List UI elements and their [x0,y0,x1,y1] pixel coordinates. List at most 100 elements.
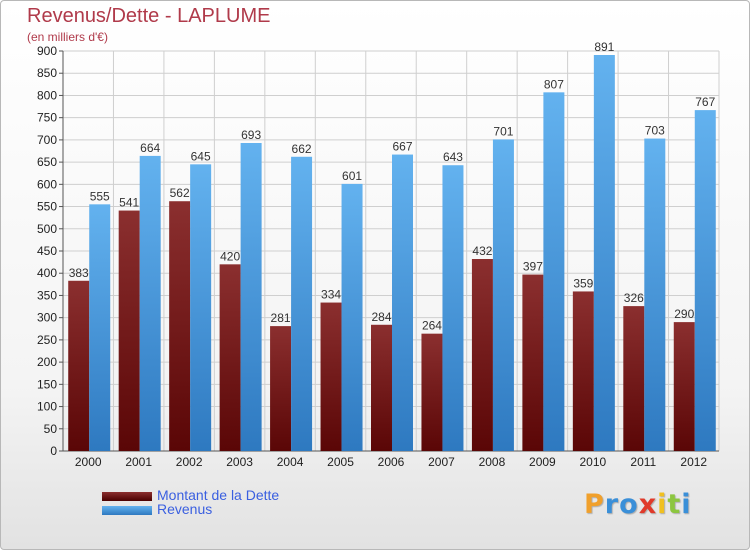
logo-letter: r [604,489,620,520]
y-tick-label: 400 [37,266,57,280]
y-tick-label: 600 [37,177,57,191]
bar-debt [371,324,392,451]
data-label-debt: 284 [371,310,391,324]
chart-subtitle: (en milliers d'€) [27,30,108,44]
legend-label-debt: Montant de la Dette [157,487,280,503]
data-label-debt: 326 [624,291,644,305]
logo-letter: P [584,489,605,520]
data-label-debt: 397 [523,260,543,274]
logo-letter: x [638,489,658,520]
bar-revenue [593,55,615,451]
y-tick-label: 0 [50,444,57,458]
data-label-debt: 383 [69,266,89,280]
y-tick-label: 700 [37,133,57,147]
y-tick-label: 900 [37,44,57,58]
bar-debt [471,259,493,451]
y-tick-label: 800 [37,88,57,102]
chart-title: Revenus/Dette - LAPLUME [27,5,271,27]
bar-debt [320,302,342,451]
data-label-revenue: 667 [392,140,412,154]
y-tick-label: 450 [37,244,57,258]
y-tick-label: 100 [37,400,57,414]
data-label-debt: 290 [674,307,694,321]
x-tick-label: 2003 [226,455,253,469]
x-tick-label: 2001 [125,455,152,469]
x-tick-label: 2007 [428,455,455,469]
bar-debt [522,274,544,451]
data-label-debt: 334 [321,288,341,302]
y-tick-label: 300 [37,311,57,325]
x-tick-label: 2009 [529,455,556,469]
bar-revenue [543,92,565,451]
y-tick-label: 50 [44,422,58,436]
bar-revenue [89,204,111,451]
bar-debt [169,201,191,451]
data-label-revenue: 662 [292,142,312,156]
data-label-debt: 541 [119,196,139,210]
y-tick-label: 150 [37,377,57,391]
bar-debt [421,333,443,451]
logo-letter: t [667,489,682,520]
data-label-revenue: 767 [695,95,715,109]
y-tick-label: 750 [37,111,57,125]
bar-revenue [492,139,514,451]
y-tick-label: 250 [37,333,57,347]
data-label-debt: 264 [422,319,442,333]
y-tick-label: 500 [37,222,57,236]
data-label-revenue: 664 [140,141,160,155]
x-tick-label: 2006 [378,455,405,469]
x-tick-label: 2010 [579,455,606,469]
bar-revenue [190,164,212,452]
x-tick-label: 2012 [680,455,707,469]
data-label-debt: 359 [573,276,593,290]
bar-revenue [694,110,716,451]
data-label-revenue: 703 [645,124,665,138]
bar-debt [270,326,292,451]
data-label-revenue: 601 [342,169,362,183]
bar-revenue [442,165,464,451]
data-label-revenue: 891 [594,40,614,54]
bar-revenue [240,143,262,451]
data-label-revenue: 693 [241,128,261,142]
bar-debt [68,280,90,451]
data-label-debt: 562 [170,186,190,200]
data-label-revenue: 555 [90,189,110,203]
logo-letter: i [681,489,692,520]
data-label-debt: 420 [220,249,240,263]
legend-swatch-debt [102,492,152,501]
y-tick-label: 650 [37,155,57,169]
x-tick-label: 2011 [630,455,656,469]
label-layer: 383 555 541 664 562 645 420 693 281 662 334 601 284 6… [69,40,716,333]
bar-debt [673,322,695,451]
bar-layer [68,55,716,452]
y-tick-label: 850 [37,66,57,80]
y-tick-label: 550 [37,200,57,214]
legend-swatch-revenue [102,506,152,515]
bar-revenue [139,155,161,451]
data-label-debt: 432 [472,244,492,258]
x-tick-label: 2002 [176,455,203,469]
y-tick-label: 200 [37,355,57,369]
logo-letter: i [657,489,668,520]
bar-revenue [341,183,363,451]
x-tick-label: 2008 [479,455,506,469]
y-tick-label: 350 [37,288,57,302]
data-label-debt: 281 [271,311,291,325]
x-tick-label: 2005 [327,455,354,469]
bar-debt [572,291,594,451]
bar-debt [118,210,140,451]
x-tick-label: 2004 [277,455,304,469]
legend-label-revenue: Revenus [157,501,213,517]
x-tick-label: 2000 [75,455,102,469]
bar-revenue [392,154,413,452]
proxiti-logo: Proxiti [584,489,692,520]
data-label-revenue: 643 [443,150,463,164]
data-label-revenue: 807 [544,77,564,91]
bar-debt [623,306,645,451]
bar-revenue [644,138,666,452]
logo-letter: o [619,489,639,520]
data-label-revenue: 645 [191,149,211,163]
data-label-revenue: 701 [493,124,513,138]
